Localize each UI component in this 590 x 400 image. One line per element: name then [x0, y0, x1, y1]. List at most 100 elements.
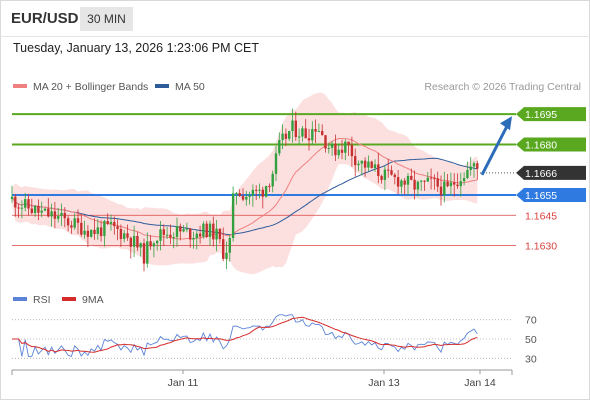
candle-body — [53, 211, 57, 219]
candle-body — [390, 170, 393, 175]
candle-body — [238, 193, 241, 197]
candle-body — [307, 138, 311, 141]
credit-label: Research © 2026 Trading Central — [424, 81, 581, 93]
forecast-arrow-shaft — [480, 123, 510, 176]
candle-body — [429, 177, 433, 179]
candle-body — [165, 234, 169, 236]
candle-body — [63, 212, 66, 219]
candle-body — [255, 189, 258, 191]
candle-body — [462, 178, 466, 182]
candle-body — [400, 180, 403, 187]
candle-body — [258, 189, 261, 191]
candle-body — [380, 175, 383, 180]
candle-body — [93, 229, 96, 235]
candle-body — [113, 221, 116, 227]
candle-body — [288, 131, 291, 139]
candle-body — [297, 136, 301, 138]
candle-body — [123, 233, 126, 239]
candle-body — [43, 208, 47, 211]
candle-body — [261, 189, 264, 197]
candle-body — [327, 147, 330, 149]
candle-body — [119, 228, 123, 239]
candle-body — [476, 163, 479, 169]
x-tick-label-Jan-14: Jan 14 — [464, 377, 496, 389]
candle-body — [469, 166, 472, 171]
candle-body — [436, 178, 439, 187]
candle-body — [109, 221, 113, 224]
level-label-1.1680: 1.1680 — [525, 140, 557, 152]
ma20-path — [11, 138, 478, 240]
candle-body — [274, 153, 278, 174]
rsi-ma-legend-label: 9MA — [82, 294, 104, 306]
candle-body — [231, 193, 235, 239]
candle-body — [311, 129, 314, 141]
candle-body — [14, 196, 17, 208]
timeframe-badge[interactable]: 30 MIN — [80, 7, 133, 31]
candle-body — [228, 238, 231, 253]
candle-body — [387, 169, 390, 171]
candle-body — [314, 129, 317, 132]
candle-body — [30, 208, 33, 214]
rsi-legend-label: RSI — [33, 294, 51, 306]
candle-body — [132, 235, 136, 247]
symbol-title: EUR/USD — [11, 10, 79, 27]
candle-body — [466, 170, 469, 179]
candle-body — [423, 180, 426, 182]
candle-body — [218, 228, 222, 240]
candle-body — [106, 220, 109, 224]
candle-body — [33, 205, 37, 214]
candle-body — [70, 225, 73, 228]
candle-body — [347, 141, 350, 145]
candle-body — [225, 252, 228, 259]
candle-body — [456, 184, 459, 187]
ma50-line — [11, 157, 478, 236]
candle-body — [126, 233, 129, 238]
candle-body — [291, 120, 294, 132]
candle-body — [20, 207, 24, 209]
candle-body — [281, 133, 284, 141]
rsi-legend-swatch — [13, 297, 27, 301]
candle-body — [73, 218, 76, 228]
candle-body — [268, 185, 271, 187]
rsi-tick-30: 30 — [525, 353, 537, 365]
level-tag-1.1695 — [516, 107, 586, 122]
candle-body — [96, 227, 99, 235]
level-tag-1.1655 — [516, 188, 586, 203]
candle-body — [159, 229, 162, 241]
candle-body — [340, 149, 344, 153]
candle-body — [354, 156, 357, 166]
candle-body — [334, 143, 337, 156]
candle-body — [294, 120, 297, 138]
candle-body — [116, 226, 119, 229]
candle-body — [103, 220, 106, 237]
candle-body — [264, 185, 268, 197]
rsi-tick-70: 70 — [525, 315, 537, 327]
candle-body — [208, 223, 212, 237]
candle-body — [472, 163, 476, 167]
candle-body — [50, 211, 53, 217]
ma50-legend-swatch — [155, 84, 169, 88]
candle-body — [241, 196, 245, 200]
candle-body — [393, 174, 396, 178]
ma20-line — [11, 138, 478, 240]
candle-body — [413, 179, 416, 190]
candle-body — [175, 226, 179, 238]
candle-body — [373, 164, 377, 169]
candle-body — [129, 237, 132, 247]
level-label-1.1695: 1.1695 — [525, 109, 557, 121]
rsi-ma-line — [12, 316, 478, 353]
candle-body — [205, 223, 208, 237]
candle-body — [80, 222, 83, 235]
candle-body — [192, 238, 195, 240]
candle-body — [396, 177, 400, 187]
candle-body — [99, 227, 103, 237]
candle-body — [189, 228, 192, 240]
candle-body — [420, 180, 423, 182]
candle-body — [10, 196, 14, 200]
candle-body — [301, 128, 304, 137]
candle-body — [278, 140, 281, 154]
candle-body — [169, 234, 172, 238]
candle-body — [245, 196, 248, 200]
rsi-panel: 70 50 30 — [12, 314, 537, 365]
candle-body — [321, 131, 324, 136]
